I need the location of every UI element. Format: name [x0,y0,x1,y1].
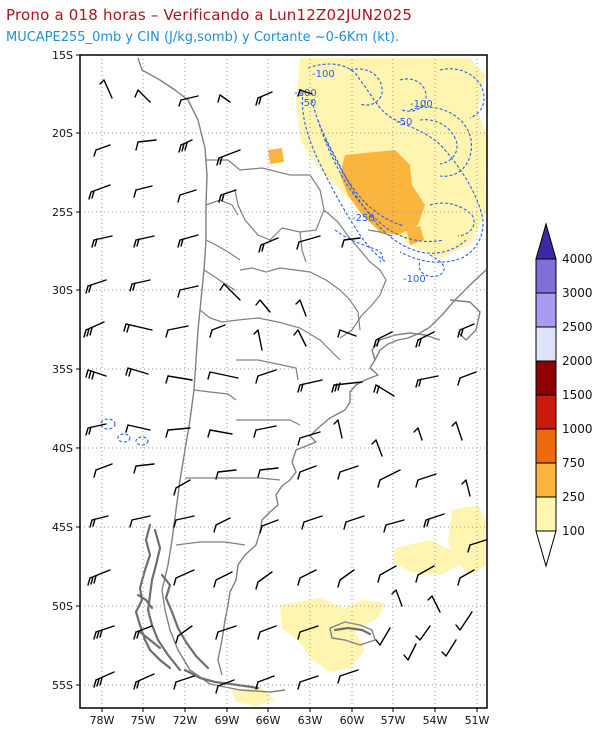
lon-label: 57W [381,714,406,727]
coastlines [137,57,487,693]
lat-label: 15S [52,49,73,62]
colorbar-segment [535,394,557,430]
country-borders [175,159,393,546]
cape-shading-mid [268,148,425,245]
lat-label: 45S [52,521,73,534]
lat-label: 25S [52,206,73,219]
colorbar-label: 2000 [562,354,593,368]
contour-label: -100 [403,274,426,285]
axis-ticks [76,54,478,712]
lat-label: 50S [52,600,73,613]
contour-label: -100 [294,88,317,99]
lat-label: 30S [52,284,73,297]
map-subtitle: MUCAPE255_0mb y CIN (J/kg,somb) y Cortan… [6,30,400,45]
colorbar-segment [535,258,557,294]
colorbar-label: 1000 [562,422,593,436]
map-frame [79,54,488,709]
colorbar: 4000 3000 2500 2000 1500 1000 750 250 10… [535,222,593,568]
contour-label: -50 [396,117,412,128]
lon-label: 72W [173,714,198,727]
lon-label: 51W [465,714,490,727]
map-title: Prono a 018 horas – Verificando a Lun12Z… [6,6,413,24]
latitude-labels: 15S 20S 25S 30S 35S 40S 45S 50S 55S [52,49,73,692]
lat-label: 20S [52,127,73,140]
colorbar-segment [535,462,557,498]
lat-label: 35S [52,363,73,376]
lat-label: 55S [52,679,73,692]
colorbar-label: 4000 [562,252,593,266]
contour-label: -50 [300,98,316,109]
colorbar-segment [535,496,557,532]
lon-label: 60W [340,714,365,727]
lon-label: 75W [131,714,156,727]
contour-label: -100 [312,69,335,80]
colorbar-top-arrow [535,222,557,260]
colorbar-segment [535,428,557,464]
lon-label: 54W [423,714,448,727]
lon-label: 78W [90,714,115,727]
lon-label: 63W [298,714,323,727]
colorbar-label: 1500 [562,388,593,402]
colorbar-label: 2500 [562,320,593,334]
lat-label: 40S [52,442,73,455]
cin-contour-labels: -100 -50 -100 -50 -250 -100 -100 [294,69,433,285]
archipelago [134,523,372,690]
lat-lon-grid [80,55,487,708]
contour-label: -250 [352,213,375,224]
contour-label: -100 [410,99,433,110]
colorbar-label: 3000 [562,286,593,300]
colorbar-label: 100 [562,524,585,538]
colorbar-bottom-arrow [535,530,557,568]
colorbar-segment [535,360,557,396]
colorbar-segment [535,292,557,328]
wind-barbs [83,79,487,694]
colorbar-label: 250 [562,490,585,504]
colorbar-segment [535,326,557,362]
lon-label: 66W [256,714,281,727]
cin-contours [100,63,485,446]
longitude-labels: 78W 75W 72W 69W 66W 63W 60W 57W 54W 51W [90,714,490,727]
colorbar-label: 750 [562,456,585,470]
lon-label: 69W [215,714,240,727]
map-panel: -100 -50 -100 -50 -250 -100 -100 [79,54,488,709]
